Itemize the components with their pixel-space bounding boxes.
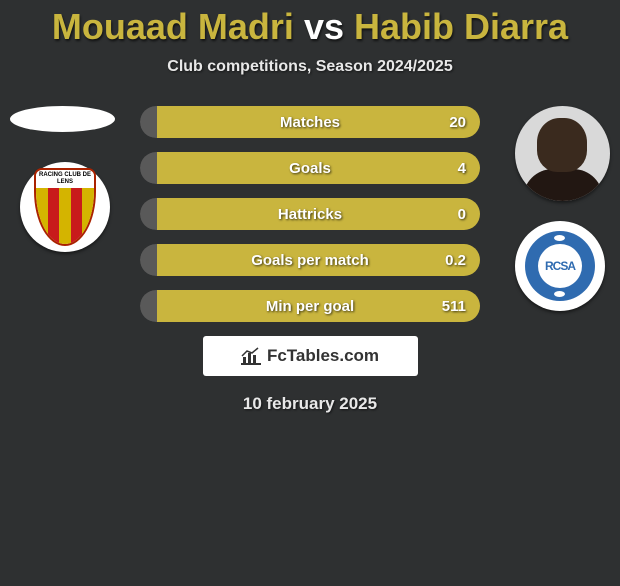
stat-bar-left bbox=[140, 290, 157, 322]
stat-bar-right-value: 4 bbox=[157, 152, 480, 184]
lens-shield-icon: RACING CLUB DE LENS bbox=[34, 168, 96, 246]
strasbourg-logo-icon: RCSA bbox=[525, 231, 595, 301]
stat-bar: 20Matches bbox=[140, 106, 480, 138]
brand-box: FcTables.com bbox=[203, 336, 418, 376]
lens-stripes bbox=[36, 188, 94, 246]
club2-logo: RCSA bbox=[515, 221, 605, 311]
stat-bar-left bbox=[140, 106, 157, 138]
right-column: RCSA bbox=[515, 106, 610, 311]
strasbourg-inner-text: RCSA bbox=[538, 244, 582, 288]
player1-name: Mouaad Madri bbox=[52, 6, 294, 47]
stat-bar-right-value: 0.2 bbox=[157, 244, 480, 276]
stat-bar: 0Hattricks bbox=[140, 198, 480, 230]
stat-bar-right-value: 511 bbox=[157, 290, 480, 322]
stat-bar: 511Min per goal bbox=[140, 290, 480, 322]
player1-photo-placeholder bbox=[10, 106, 115, 132]
subtitle: Club competitions, Season 2024/2025 bbox=[0, 58, 620, 76]
vs-text: vs bbox=[304, 6, 344, 47]
stat-bar-left bbox=[140, 152, 157, 184]
date-text: 10 february 2025 bbox=[0, 394, 620, 414]
left-column: RACING CLUB DE LENS bbox=[10, 106, 115, 252]
stat-bar: 4Goals bbox=[140, 152, 480, 184]
stat-bar-left bbox=[140, 198, 157, 230]
stat-bar-left bbox=[140, 244, 157, 276]
stat-bar-right-value: 20 bbox=[157, 106, 480, 138]
lens-top-text: RACING CLUB DE LENS bbox=[36, 170, 94, 188]
comparison-content: RACING CLUB DE LENS RCSA 20Matches 4Goals… bbox=[0, 106, 620, 414]
player2-name: Habib Diarra bbox=[354, 6, 568, 47]
chart-icon bbox=[241, 347, 261, 365]
stat-bar-right-value: 0 bbox=[157, 198, 480, 230]
club1-logo: RACING CLUB DE LENS bbox=[20, 162, 110, 252]
stat-bar: 0.2Goals per match bbox=[140, 244, 480, 276]
stat-bars: 20Matches 4Goals 0Hattricks 0.2Goals per ma… bbox=[140, 106, 480, 322]
brand-text: FcTables.com bbox=[267, 346, 379, 366]
player2-photo bbox=[515, 106, 610, 201]
page-title: Mouaad Madri vs Habib Diarra bbox=[0, 6, 620, 48]
